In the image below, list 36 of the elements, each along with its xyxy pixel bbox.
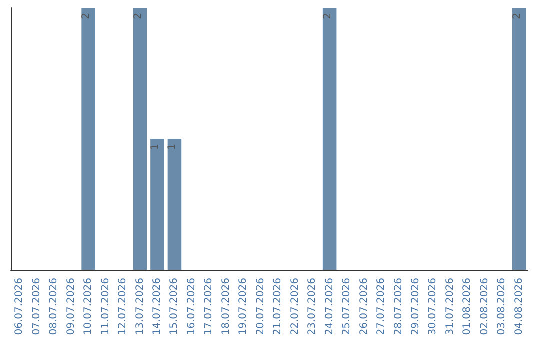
x-tick-label: 24.07.2026 (324, 278, 336, 336)
x-tick-label: 18.07.2026 (220, 278, 232, 336)
x-tick-label: 01.08.2026 (462, 278, 474, 336)
data-label: 2 (81, 13, 92, 20)
x-tick-label: 28.07.2026 (393, 278, 404, 336)
data-label: 1 (150, 144, 161, 150)
x-tick-label: 31.07.2026 (444, 278, 456, 336)
x-tick-label: 29.07.2026 (410, 278, 422, 336)
x-tick-label: 12.07.2026 (118, 278, 129, 336)
x-tick-label: 17.07.2026 (204, 278, 215, 336)
x-tick-label: 21.07.2026 (272, 278, 284, 336)
x-tick-label: 27.07.2026 (376, 278, 388, 336)
x-tick-label: 16.07.2026 (186, 278, 198, 336)
x-tick-label: 07.07.2026 (31, 278, 42, 336)
x-tick-label: 19.07.2026 (238, 278, 250, 336)
data-label: 2 (512, 13, 523, 20)
x-tick-label: 09.07.2026 (66, 278, 77, 336)
x-tick-label: 20.07.2026 (255, 278, 266, 336)
x-tick-label: 15.07.2026 (169, 278, 180, 336)
x-tick-label: 14.07.2026 (152, 278, 163, 336)
x-tick-label: 10.07.2026 (83, 278, 94, 336)
x-tick-label: 30.07.2026 (428, 278, 439, 336)
x-tick-label: 25.07.2026 (342, 278, 353, 336)
x-tick-label: 23.07.2026 (307, 278, 318, 336)
data-label: 2 (322, 13, 334, 20)
x-tick-label: 11.07.2026 (100, 278, 112, 336)
x-tick-label: 26.07.2026 (358, 278, 370, 336)
x-tick-label: 13.07.2026 (134, 278, 146, 336)
x-tick-label: 02.08.2026 (479, 278, 490, 336)
data-label: 1 (167, 144, 178, 150)
x-tick-label: 03.08.2026 (496, 278, 508, 336)
x-tick-label: 04.08.2026 (514, 278, 525, 336)
data-label: 2 (132, 13, 144, 20)
x-tick-label: 22.07.2026 (290, 278, 301, 336)
x-tick-label: 06.07.2026 (14, 278, 26, 336)
x-tick-label: 08.07.2026 (48, 278, 60, 336)
